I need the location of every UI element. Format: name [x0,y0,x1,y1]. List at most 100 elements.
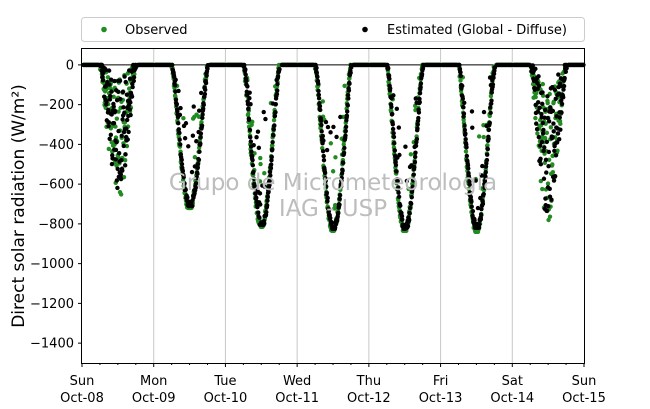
data-point [546,204,551,209]
estimated-points [81,62,586,232]
data-point [257,179,263,184]
x-tick-label-date: Oct-15 [562,391,606,406]
data-point [319,122,324,128]
data-point [176,88,181,94]
data-point [559,101,565,107]
x-tick-label-day: Sat [502,374,523,389]
data-point [475,205,481,211]
data-point [542,107,548,113]
y-tick-label: −1000 [30,257,74,272]
data-point [391,93,396,98]
data-point [539,139,545,145]
data-point [492,65,498,70]
data-point [479,206,484,212]
data-point [113,147,119,153]
data-point [476,134,482,139]
data-point [396,190,401,195]
data-point [466,186,472,192]
data-point [414,136,420,142]
data-point [124,126,129,131]
data-point [559,110,564,115]
data-point [338,114,343,120]
data-point [178,105,183,111]
data-point [170,62,175,68]
data-point [111,120,117,126]
data-point [324,184,329,189]
data-point [247,96,252,101]
data-point [346,88,352,93]
data-point [542,135,548,141]
data-point [124,92,130,97]
data-point [317,104,323,109]
data-point [251,176,257,182]
data-point [536,74,541,79]
data-point [484,152,490,157]
x-tick-label-date: Oct-08 [60,391,104,406]
data-point [247,127,253,133]
data-point [460,96,466,101]
x-tick-label-date: Oct-12 [347,391,391,406]
data-point [203,80,209,86]
data-point [179,161,185,167]
data-point [546,217,551,223]
data-point [123,79,128,85]
data-point [118,192,124,197]
data-point [544,170,549,175]
data-point [533,115,538,121]
data-point [104,99,109,104]
data-point [246,117,252,122]
data-point [552,148,557,154]
data-point [125,137,130,142]
data-point [550,134,555,140]
data-point [547,186,552,192]
data-point [345,103,350,108]
legend-label-observed: Observed [125,23,188,38]
data-point [193,185,198,190]
data-point [345,92,351,98]
data-point [334,134,339,140]
data-point [543,157,549,163]
data-point [343,133,348,138]
data-point [331,124,336,130]
data-point [205,66,210,71]
data-point [390,111,395,117]
data-point [396,194,402,199]
data-point [196,108,202,113]
data-point [256,210,261,215]
data-point [201,102,206,108]
data-point [246,106,251,111]
data-point [249,149,254,154]
data-point [325,198,330,204]
data-point [390,126,396,132]
data-point [403,144,408,149]
y-tick-label: −800 [38,217,74,232]
data-point [262,184,268,189]
data-point [328,215,333,221]
data-point [534,126,540,132]
data-point [193,181,199,186]
data-point [267,182,272,188]
data-point [542,145,547,150]
data-point [107,97,113,102]
legend: Observed Estimated (Global - Diffuse) [81,17,585,42]
data-point [486,136,491,142]
data-point [277,67,282,72]
data-point [400,217,405,222]
data-point [181,115,186,121]
data-point [561,83,567,89]
data-point [416,110,422,115]
x-tick-label-date: Oct-09 [132,391,176,406]
data-point [244,78,249,84]
data-point [408,201,414,206]
data-point [546,149,552,155]
x-tick-label-date: Oct-10 [204,391,248,406]
data-point [108,93,113,99]
data-point [109,89,114,94]
data-point [176,127,182,132]
data-point [247,90,252,95]
data-point [490,82,496,87]
data-point [198,135,203,140]
data-point [114,140,119,145]
